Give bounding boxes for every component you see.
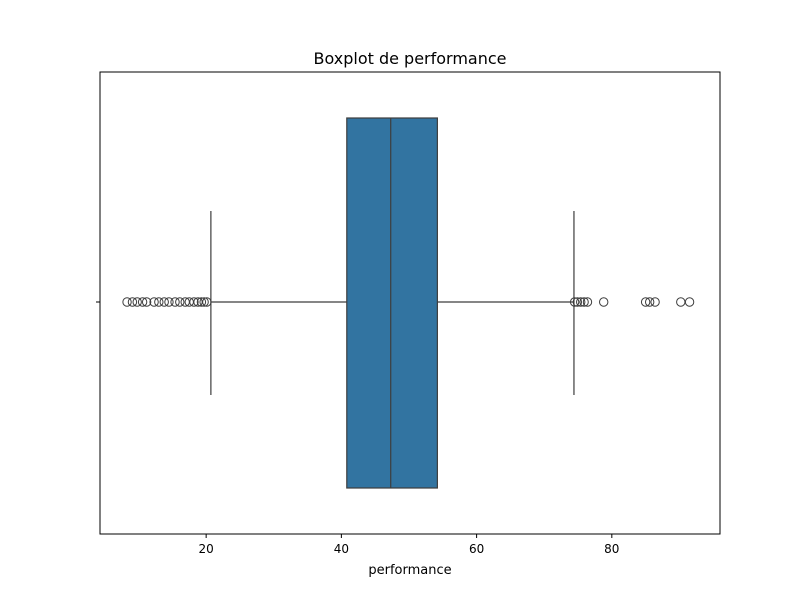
x-tick-label: 80 bbox=[604, 542, 619, 556]
plot-frame bbox=[99, 71, 721, 535]
outlier-point bbox=[132, 297, 142, 307]
x-axis-label: performance bbox=[368, 563, 451, 578]
outlier-point bbox=[127, 297, 138, 307]
x-tick-label: 40 bbox=[334, 542, 349, 556]
outlier-point bbox=[141, 297, 152, 307]
outlier-point bbox=[164, 297, 174, 307]
outlier-point bbox=[137, 297, 148, 307]
outlier-point bbox=[189, 297, 199, 307]
outlier-point bbox=[640, 297, 651, 307]
outlier-point bbox=[199, 297, 209, 307]
outlier-point bbox=[154, 297, 164, 307]
outlier-point bbox=[650, 297, 660, 307]
outlier-point bbox=[159, 297, 169, 307]
outlier-point bbox=[572, 297, 583, 307]
outlier-point bbox=[676, 297, 686, 307]
x-tick-label: 20 bbox=[199, 542, 214, 556]
iqr-box bbox=[346, 117, 438, 489]
outlier-point bbox=[196, 297, 207, 307]
outlier-point bbox=[576, 297, 586, 307]
outlier-point bbox=[569, 297, 580, 307]
outlier-point bbox=[170, 297, 180, 307]
outlier-point bbox=[122, 297, 132, 307]
outlier-point bbox=[149, 297, 159, 307]
chart-title: Boxplot de performance bbox=[313, 49, 506, 68]
outlier-point bbox=[599, 297, 609, 307]
outlier-point bbox=[644, 297, 655, 307]
x-tick-label: 60 bbox=[469, 542, 484, 556]
outlier-point bbox=[582, 297, 593, 307]
outlier-point bbox=[202, 297, 212, 307]
outlier-point bbox=[175, 297, 185, 307]
outlier-point bbox=[579, 297, 589, 307]
outlier-point bbox=[684, 297, 695, 307]
